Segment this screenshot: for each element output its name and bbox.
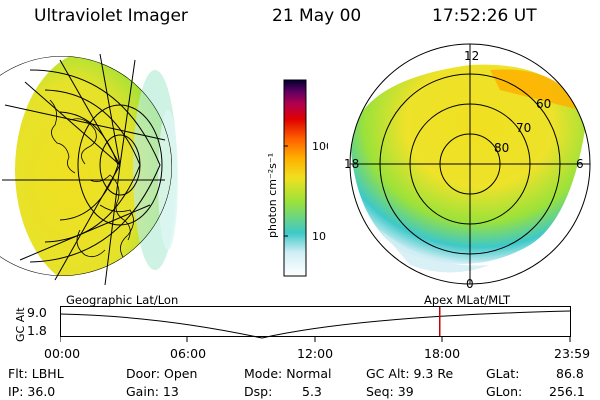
status-door: Door: Open [126,366,198,381]
mlt-label-12: 12 [464,49,479,63]
globe-image [0,53,178,286]
colorbar-tick-100: 100 [312,140,328,153]
globe-grid [0,53,172,286]
status-flt: Flt: LBHL [8,366,64,381]
x-tick-2359: 23:59 [554,346,591,361]
status-glon-value: 256.1 [549,384,585,399]
mlt-label-6: 6 [576,157,584,171]
polar-plot: 12 18 6 0 60 70 80 [344,43,591,291]
geographic-caption: Geographic Lat/Lon [66,293,179,307]
x-tick-0000: 00:00 [44,346,81,361]
time-label: 17:52:26 UT [432,6,537,26]
x-tick-1800: 18:00 [424,346,461,361]
status-dsp-value: 5.3 [302,384,322,399]
mlt-label-0: 0 [466,277,474,291]
status-ip: IP: 36.0 [8,384,56,399]
altitude-curve [60,310,571,339]
altitude-timeline [60,306,571,342]
status-mode: Mode: Normal [244,366,332,381]
colorbar: 100 10 photon cm⁻²s⁻¹ [266,79,328,277]
status-glat-value: 86.8 [556,366,584,381]
status-gain: Gain: 13 [126,384,179,399]
date-label: 21 May 00 [272,6,362,26]
status-seq: Seq: 39 [366,384,414,399]
timeline-ticks [60,337,571,342]
lat-label-60: 60 [536,97,551,111]
timeline-frame [60,306,571,337]
colorbar-gradient [283,79,307,277]
globe-coastlines [49,99,134,258]
x-tick-0600: 06:00 [170,346,207,361]
gc-alt-axis-label: GC Alt [14,307,27,342]
lat-label-80: 80 [494,141,509,155]
gc-alt-tick-high: 9.0 [27,305,47,320]
globe-aurora [15,56,178,276]
colorbar-tick-10: 10 [312,230,326,243]
gc-alt-tick-low: 1.8 [27,323,47,338]
colorbar-unit-label: photon cm⁻²s⁻¹ [266,153,279,238]
mlt-label-18: 18 [344,157,359,171]
status-dsp-label: Dsp: [244,384,273,399]
status-glon-label: GLon: [486,384,523,399]
lat-label-70: 70 [516,121,531,135]
apex-caption: Apex MLat/MLT [424,293,511,307]
status-gc-alt: GC Alt: 9.3 Re [366,366,454,381]
polar-aurora [350,64,585,273]
status-glat-label: GLat: [486,366,520,381]
polar-grid [349,43,591,285]
instrument-title: Ultraviolet Imager [34,6,188,26]
x-tick-1200: 12:00 [297,346,334,361]
